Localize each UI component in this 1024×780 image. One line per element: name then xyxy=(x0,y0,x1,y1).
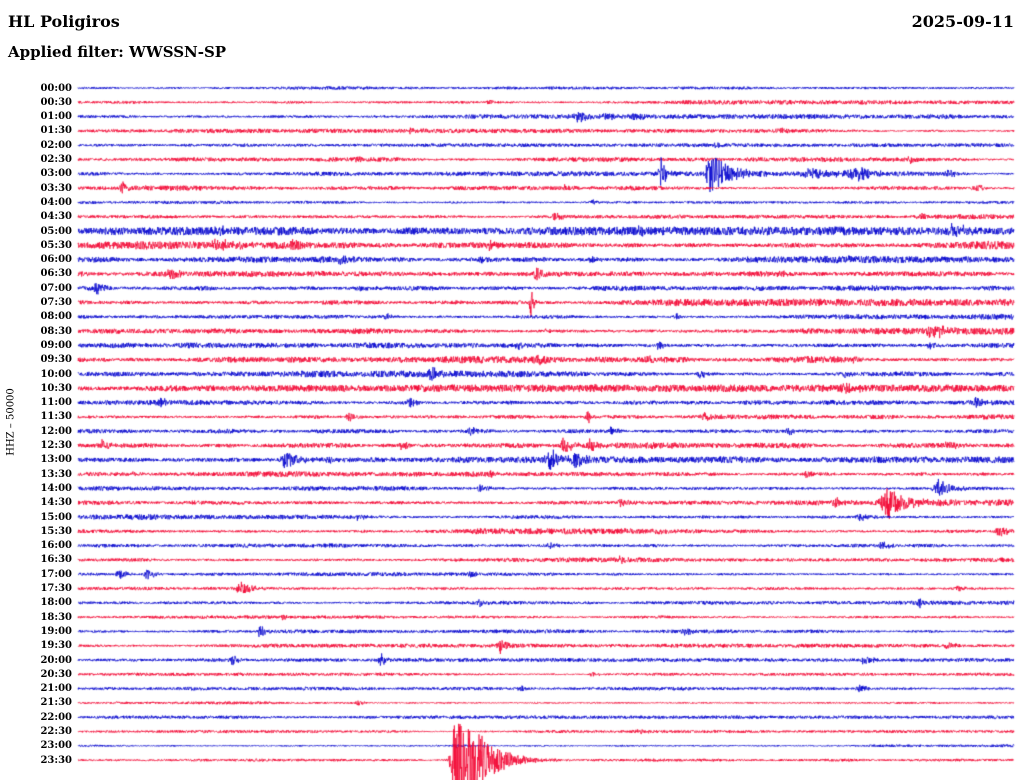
time-label: 04:30 xyxy=(40,211,72,223)
time-label: 09:00 xyxy=(40,339,72,351)
time-label: 11:30 xyxy=(40,411,72,423)
date-label: 2025-09-11 xyxy=(911,12,1014,31)
time-label: 01:30 xyxy=(40,125,72,137)
time-label: 23:30 xyxy=(40,754,72,766)
time-label: 23:00 xyxy=(40,740,72,752)
time-label: 13:00 xyxy=(40,454,72,466)
time-label: 17:00 xyxy=(40,568,72,580)
time-label: 21:30 xyxy=(40,697,72,709)
time-label: 19:00 xyxy=(40,625,72,637)
time-label: 11:00 xyxy=(40,397,72,409)
time-label: 05:30 xyxy=(40,239,72,251)
time-label: 03:30 xyxy=(40,182,72,194)
time-label: 13:30 xyxy=(40,468,72,480)
time-label: 00:30 xyxy=(40,96,72,108)
time-label: 07:00 xyxy=(40,282,72,294)
time-label: 15:30 xyxy=(40,525,72,537)
time-label: 18:00 xyxy=(40,597,72,609)
time-label: 08:30 xyxy=(40,325,72,337)
time-label: 01:00 xyxy=(40,111,72,123)
time-label: 09:30 xyxy=(40,354,72,366)
time-label: 05:00 xyxy=(40,225,72,237)
time-label: 16:00 xyxy=(40,540,72,552)
time-label: 20:30 xyxy=(40,668,72,680)
time-label: 14:00 xyxy=(40,482,72,494)
time-label: 02:30 xyxy=(40,154,72,165)
time-label: 19:30 xyxy=(40,640,72,652)
time-label: 15:00 xyxy=(40,511,72,523)
time-label: 06:00 xyxy=(40,254,72,266)
time-label: 07:30 xyxy=(40,297,72,308)
station-name: HL Poligiros xyxy=(8,12,120,31)
time-label: 17:30 xyxy=(40,583,72,594)
time-label: 18:30 xyxy=(40,611,72,623)
time-label: 04:00 xyxy=(40,196,72,208)
time-label: 00:00 xyxy=(40,82,72,94)
time-label: 12:00 xyxy=(40,425,72,437)
filter-label: Applied filter: WWSSN-SP xyxy=(8,43,227,61)
time-label: 06:30 xyxy=(40,268,72,280)
time-label: 22:30 xyxy=(40,726,72,737)
time-label: 10:30 xyxy=(40,382,72,394)
y-axis-label: HHZ – 50000 xyxy=(5,388,17,456)
time-label: 22:00 xyxy=(40,711,72,723)
time-label: 21:00 xyxy=(40,683,72,695)
time-label: 10:00 xyxy=(40,368,72,380)
time-label: 20:00 xyxy=(40,654,72,666)
time-label: 12:30 xyxy=(40,440,72,451)
time-label: 08:00 xyxy=(40,311,72,323)
time-label: 02:00 xyxy=(40,139,72,151)
time-label: 03:00 xyxy=(40,168,72,180)
time-label: 14:30 xyxy=(40,497,72,509)
time-label: 16:30 xyxy=(40,554,72,566)
